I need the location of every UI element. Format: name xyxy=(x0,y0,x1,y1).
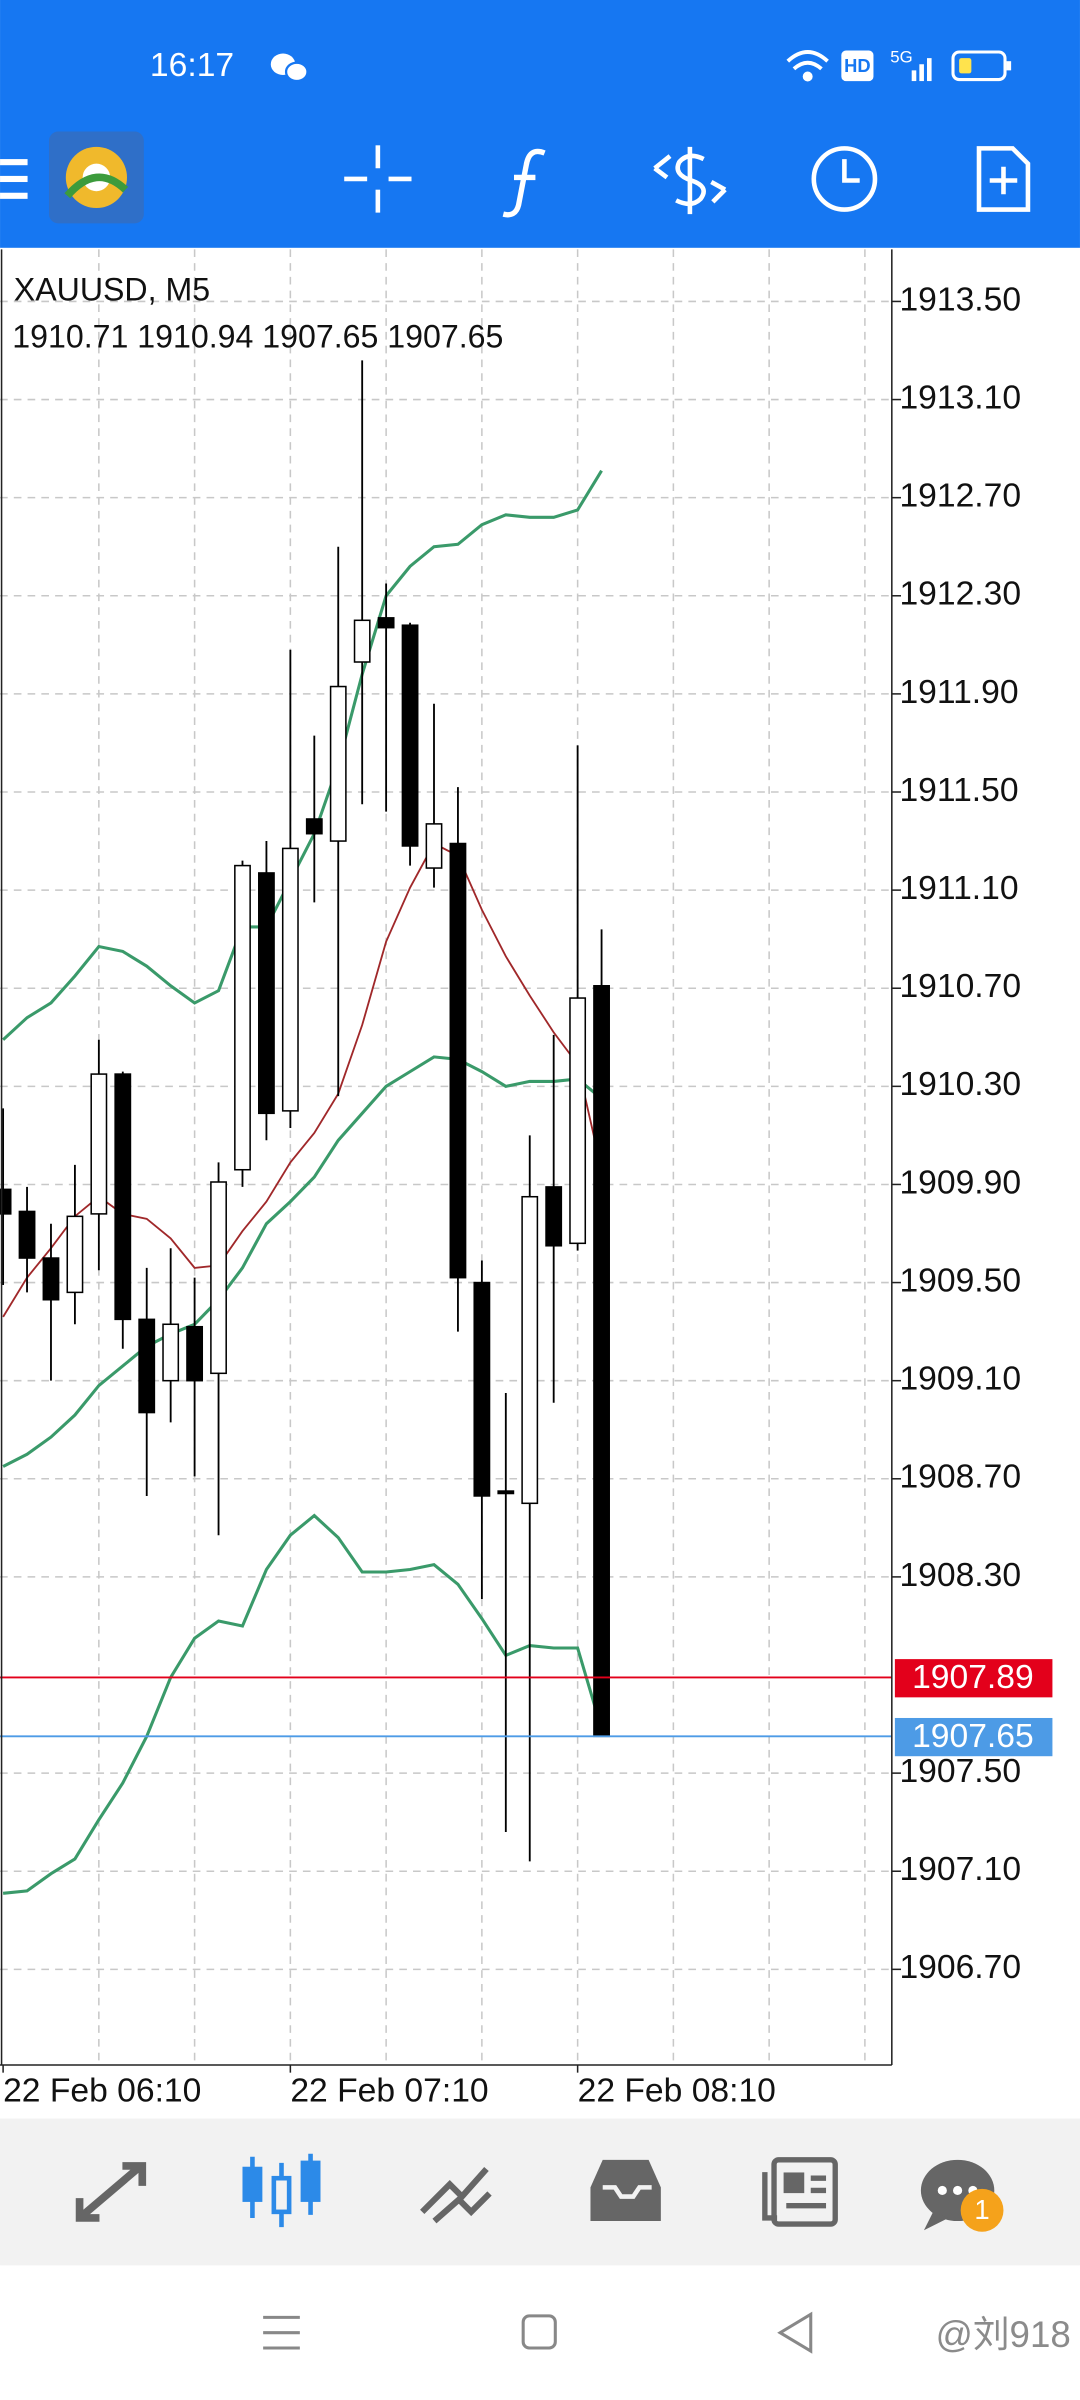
y-tick-label: 1910.30 xyxy=(899,1066,1021,1103)
y-tick-label: 1912.70 xyxy=(899,478,1021,515)
candle-body xyxy=(18,1210,36,1259)
indicator-line xyxy=(2,1055,603,1468)
candle-body xyxy=(449,842,467,1279)
candle-body xyxy=(114,1073,132,1321)
app-icon[interactable] xyxy=(48,131,144,224)
status-time: 16:17 xyxy=(150,47,234,84)
candle-body xyxy=(186,1325,204,1382)
y-tick-label: 1911.10 xyxy=(899,870,1018,907)
axes: 1913.50 1913.10 1912.70 1912.30 1911.90 1911.… xyxy=(0,281,1053,2109)
candle-body xyxy=(569,997,587,1245)
x-tick-label: 22 Feb 07:10 xyxy=(290,2072,488,2109)
candle-body xyxy=(281,847,299,1112)
candle-body xyxy=(401,624,419,847)
history-tab[interactable] xyxy=(590,2159,661,2222)
price-tag xyxy=(894,1717,1053,1757)
trade-button[interactable] xyxy=(653,146,727,215)
new-order-button[interactable] xyxy=(976,146,1031,212)
candle-body xyxy=(138,1318,156,1414)
candle-body xyxy=(90,1073,108,1215)
chart-tab[interactable] xyxy=(242,2153,321,2228)
bottom-nav xyxy=(0,2118,1080,2266)
y-tick-label: 1908.70 xyxy=(899,1459,1021,1496)
ohlc-label: 1910.71 1910.94 1907.65 1907.65 xyxy=(12,319,503,355)
candle-body xyxy=(545,1186,563,1247)
wechat-icon xyxy=(270,53,309,83)
candle-body xyxy=(42,1257,60,1301)
candle-body xyxy=(162,1323,180,1382)
candle-body xyxy=(497,1490,515,1495)
candle-body xyxy=(329,685,347,842)
back-button[interactable] xyxy=(777,2311,813,2354)
candle-body xyxy=(66,1215,84,1294)
price-tag-label: 1907.65 xyxy=(912,1718,1034,1755)
system-nav xyxy=(0,2265,1080,2400)
price-tag xyxy=(894,1659,1053,1698)
messages-badge: 1 xyxy=(974,2194,989,2225)
y-tick-label: 1911.90 xyxy=(899,674,1018,711)
price-tag-label: 1907.89 xyxy=(912,1659,1034,1696)
crosshair-button[interactable] xyxy=(344,145,412,213)
candle-body xyxy=(258,872,275,1115)
news-tab[interactable] xyxy=(762,2157,838,2227)
candle-body xyxy=(521,1195,539,1505)
x-tick-label: 22 Feb 08:10 xyxy=(578,2072,776,2109)
candle-body xyxy=(0,1188,12,1215)
messages-tab[interactable]: 1 xyxy=(920,2159,1004,2232)
y-tick-label: 1913.10 xyxy=(899,379,1021,416)
y-tick-label: 1908.30 xyxy=(899,1557,1021,1594)
ohlc-low: 1907.65 xyxy=(262,319,378,355)
history-button[interactable] xyxy=(811,146,878,212)
indicator-line xyxy=(2,469,603,1041)
y-tick-label: 1906.70 xyxy=(899,1949,1021,1986)
y-tick-label: 1907.10 xyxy=(899,1851,1021,1888)
ohlc-close: 1907.65 xyxy=(387,319,503,355)
y-tick-label: 1909.50 xyxy=(899,1262,1021,1299)
chart: 1913.50 1913.10 1912.70 1912.30 1911.90 1911.… xyxy=(0,249,1053,2109)
indicator-line xyxy=(2,1513,604,1895)
x-tick-label: 22 Feb 06:10 xyxy=(3,2072,201,2109)
y-tick-label: 1911.50 xyxy=(899,772,1018,809)
candles xyxy=(0,360,610,1862)
y-tick-label: 1907.50 xyxy=(899,1753,1021,1790)
trade-tab[interactable] xyxy=(420,2166,492,2224)
hd-label: HD xyxy=(844,55,871,76)
recents-button[interactable] xyxy=(263,2315,300,2350)
candle-body xyxy=(425,823,443,869)
menu-button[interactable] xyxy=(0,159,28,199)
plot-area xyxy=(0,249,892,2066)
wifi-icon xyxy=(786,50,829,82)
y-tick-label: 1909.90 xyxy=(899,1164,1021,1201)
battery-icon xyxy=(951,50,1012,82)
symbol-label: XAUUSD, M5 xyxy=(14,272,210,308)
candle-body xyxy=(353,619,371,663)
indicators-button[interactable] xyxy=(502,148,546,218)
candle-body xyxy=(473,1281,491,1497)
signal-icon xyxy=(911,58,932,82)
candle-body xyxy=(234,864,251,1171)
candle-body xyxy=(305,818,323,835)
grid xyxy=(0,249,892,2066)
candle-body xyxy=(377,617,395,629)
y-tick-label: 1910.70 xyxy=(899,968,1021,1005)
candle-body xyxy=(210,1181,227,1375)
y-tick-label: 1913.50 xyxy=(899,281,1021,318)
quotes-tab[interactable] xyxy=(75,2162,147,2222)
home-button[interactable] xyxy=(521,2314,557,2350)
candle-body xyxy=(593,985,610,1738)
y-tick-label: 1909.10 xyxy=(899,1361,1021,1398)
network-label: 5G xyxy=(890,48,912,67)
ohlc-high: 1910.94 xyxy=(137,319,253,355)
watermark: @刘918 xyxy=(936,2314,1071,2355)
ohlc-open: 1910.71 xyxy=(12,319,128,355)
y-tick-label: 1912.30 xyxy=(899,576,1021,613)
hd-icon xyxy=(841,50,874,82)
app-header xyxy=(0,0,1080,248)
